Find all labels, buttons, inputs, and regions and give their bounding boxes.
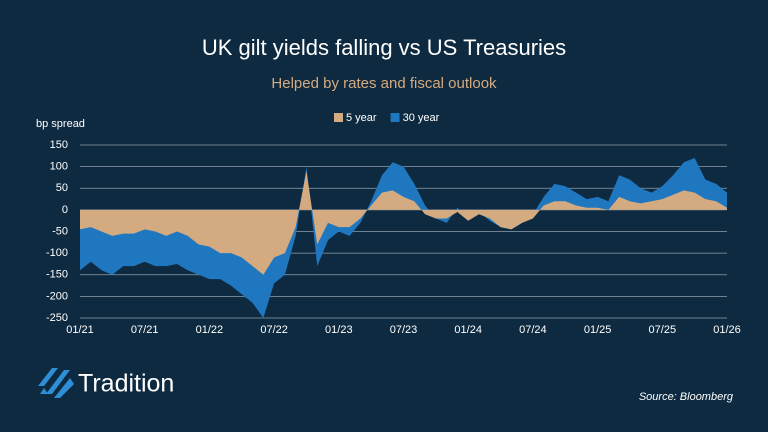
x-tick-label: 01/22: [196, 324, 224, 336]
x-tick-label: 07/25: [649, 324, 677, 336]
y-tick-label: 50: [56, 182, 68, 194]
x-tick-label: 01/24: [454, 324, 482, 336]
x-tick-label: 07/22: [260, 324, 288, 336]
x-tick-label: 07/23: [390, 324, 418, 336]
legend-label: 30 year: [403, 112, 440, 124]
y-tick-label: -100: [46, 247, 68, 259]
x-tick-label: 01/23: [325, 324, 353, 336]
legend-label: 5 year: [346, 112, 377, 124]
y-tick-label: 150: [50, 139, 68, 151]
area: [80, 170, 727, 275]
chart-subtitle: Helped by rates and fiscal outlook: [271, 75, 497, 92]
legend-swatch: [390, 113, 400, 122]
x-tick-label: 01/25: [584, 324, 612, 336]
y-tick-label: 0: [62, 204, 68, 216]
x-tick-label: 07/24: [519, 324, 547, 336]
logo-text: Tradition: [78, 370, 174, 398]
source-note: Source: Bloomberg: [639, 391, 734, 403]
x-tick-label: 01/21: [66, 324, 94, 336]
y-tick-label: -50: [52, 225, 68, 237]
legend-swatch: [334, 113, 343, 122]
y-tick-label: -150: [46, 269, 68, 281]
logo-icon: [38, 368, 74, 398]
y-tick-label: -200: [46, 290, 68, 302]
chart-title: UK gilt yields falling vs US Treasuries: [202, 35, 566, 60]
area: [80, 157, 727, 318]
y-tick-label: 100: [50, 161, 68, 173]
logo: Tradition: [38, 368, 174, 398]
x-tick-label: 01/26: [713, 324, 741, 336]
y-axis-title: bp spread: [36, 118, 85, 130]
x-tick-label: 07/21: [131, 324, 159, 336]
y-tick-label: -250: [46, 312, 68, 324]
